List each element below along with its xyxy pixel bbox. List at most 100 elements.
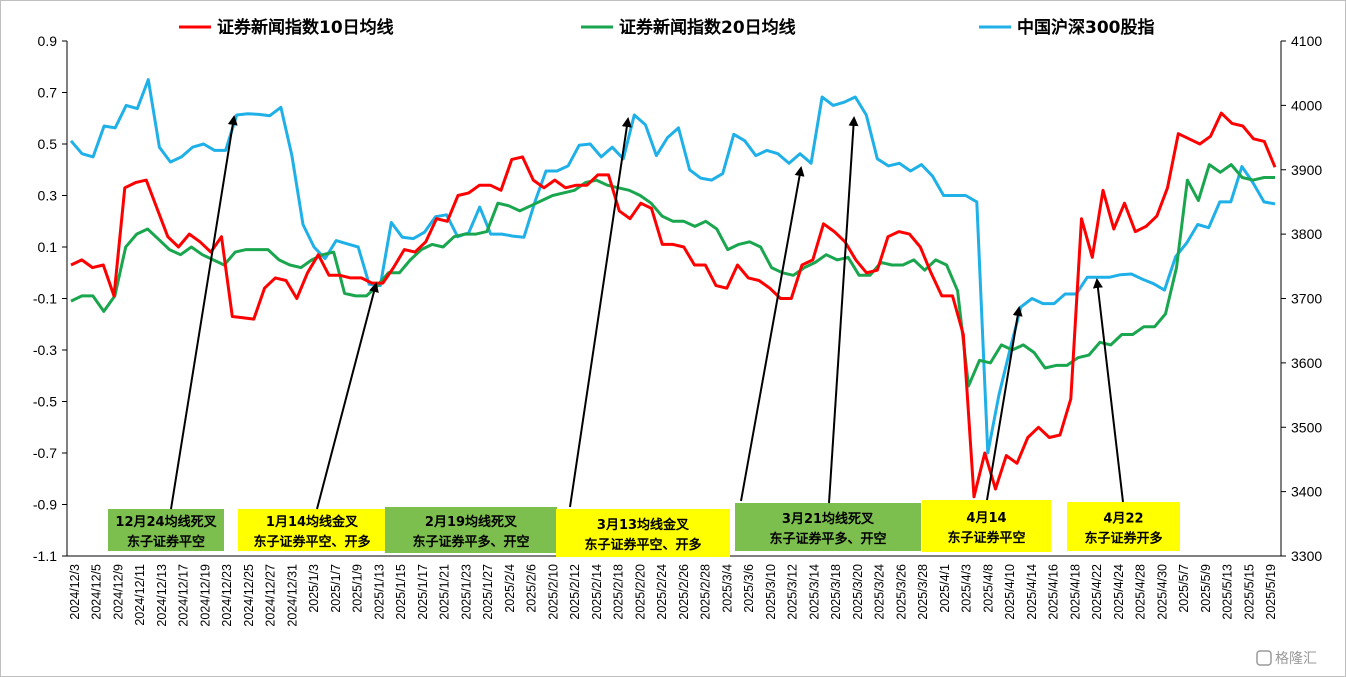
x-tick-label: 2025/1/21 — [438, 564, 452, 620]
x-tick-label: 2025/4/14 — [1025, 564, 1039, 620]
annotation-box — [922, 500, 1051, 552]
series-line-1 — [70, 163, 1275, 388]
annotation-line2: 东子证券平空、开多 — [584, 537, 701, 553]
annotation-arrow — [316, 282, 379, 510]
x-tick-label: 2025/4/30 — [1155, 564, 1169, 620]
annotation-arrow — [740, 166, 805, 502]
x-tick-label: 2025/2/18 — [612, 564, 626, 620]
y-right-tick-label: 4100 — [1291, 33, 1322, 49]
x-tick-label: 2025/4/10 — [1003, 564, 1017, 620]
legend-label-1: 证券新闻指数20日均线 — [619, 17, 796, 38]
x-tick-label: 2024/12/27 — [264, 564, 278, 627]
annotation-line2: 东子证券平空、开多 — [253, 534, 370, 550]
x-tick-label: 2025/4/16 — [1047, 564, 1061, 620]
y-left-tick-label: -0.3 — [33, 342, 57, 358]
series-layer — [69, 78, 1277, 499]
annotation-line2: 东子证券平多、开空 — [769, 531, 886, 547]
annotation-line2: 东子证券平空 — [127, 534, 205, 550]
y-left-tick-label: 0.5 — [38, 136, 58, 152]
x-tick-label: 2024/12/5 — [90, 564, 104, 620]
y-left-tick-label: 0.7 — [38, 85, 58, 101]
annotation-line2: 东子证券平多、开空 — [412, 534, 529, 550]
y-left-tick-label: 0.9 — [38, 33, 58, 49]
x-tick-label: 2025/2/28 — [699, 564, 713, 620]
x-tick-label: 2025/3/28 — [916, 564, 930, 620]
y-right-tick-label: 3900 — [1291, 162, 1322, 178]
annotation-line1: 1月14均线金叉 — [266, 514, 359, 530]
annotation-arrow — [828, 116, 859, 504]
y-right-tick-label: 3500 — [1291, 419, 1322, 435]
x-tick-label: 2024/12/31 — [285, 564, 299, 627]
y-axis-right: 4100 4000 3900 3800 3700 3600 3500 3400 3300 — [1280, 33, 1322, 564]
x-tick-label: 2025/2/26 — [677, 564, 691, 620]
y-left-tick-label: 0.1 — [38, 239, 58, 255]
x-tick-label: 2024/12/25 — [242, 564, 256, 627]
x-tick-label: 2025/4/24 — [1112, 564, 1126, 620]
x-tick-label: 2025/1/7 — [329, 564, 343, 613]
x-tick-label: 2025/3/4 — [720, 564, 734, 613]
annotation-5: 4月14 东子证券平空 — [922, 306, 1051, 552]
x-tick-label: 2025/3/26 — [894, 564, 908, 620]
annotation-line1: 3月13均线金叉 — [597, 517, 690, 533]
x-axis: 2024/12/3 2024/12/5 2024/12/9 2024/12/11 202… — [67, 555, 1281, 627]
annotation-line2: 东子证券开多 — [1084, 531, 1162, 547]
annotation-arrow — [170, 115, 238, 510]
x-tick-label: 2025/5/9 — [1199, 564, 1213, 613]
x-tick-label: 2024/12/13 — [155, 564, 169, 627]
legend-label-2: 中国沪深300股指 — [1017, 17, 1155, 38]
watermark-text: 格隆汇 — [1275, 651, 1317, 667]
x-tick-label: 2024/12/19 — [198, 564, 212, 627]
x-tick-label: 2025/1/13 — [372, 564, 386, 620]
x-tick-label: 2025/5/19 — [1264, 564, 1278, 620]
y-left-tick-label: -0.9 — [33, 497, 57, 513]
y-right-tick-label: 3800 — [1291, 226, 1322, 242]
x-tick-label: 2025/4/28 — [1134, 564, 1148, 620]
x-tick-label: 2025/3/20 — [851, 564, 865, 620]
annotation-box — [735, 503, 921, 551]
x-tick-label: 2025/3/6 — [742, 564, 756, 613]
annotation-6: 4月22 东子证券开多 — [1067, 278, 1180, 551]
x-tick-label: 2025/2/20 — [633, 564, 647, 620]
annotation-layer: 12月24均线死叉东子证券平空1月14均线金叉东子证券平空、开多2月19均线死叉… — [108, 115, 1180, 557]
x-tick-label: 2025/2/12 — [568, 564, 582, 620]
x-tick-label: 2025/1/15 — [394, 564, 408, 620]
x-tick-label: 2025/2/24 — [655, 564, 669, 620]
x-tick-label: 2025/3/14 — [807, 564, 821, 620]
x-tick-label: 2025/3/24 — [873, 564, 887, 620]
y-left-tick-label: -0.1 — [33, 291, 57, 307]
annotation-box — [556, 509, 730, 557]
x-tick-label: 2025/5/13 — [1221, 564, 1235, 620]
annotation-arrow — [569, 117, 632, 508]
x-tick-label: 2025/1/17 — [416, 564, 430, 620]
x-tick-label: 2025/3/10 — [764, 564, 778, 620]
x-tick-label: 2025/2/14 — [590, 564, 604, 620]
y-right-tick-label: 4000 — [1291, 97, 1322, 113]
x-tick-label: 2025/1/3 — [307, 564, 321, 613]
x-tick-label: 2025/1/27 — [481, 564, 495, 620]
x-tick-label: 2025/1/9 — [351, 564, 365, 613]
x-tick-label: 2024/12/9 — [111, 564, 125, 620]
annotation-line1: 12月24均线死叉 — [115, 514, 217, 530]
annotation-line2: 东子证券平空 — [947, 530, 1025, 546]
annotation-box — [385, 507, 557, 553]
y-left-tick-label: -0.5 — [33, 394, 57, 410]
annotation-line1: 2月19均线死叉 — [425, 514, 518, 530]
x-tick-label: 2025/5/15 — [1242, 564, 1256, 620]
x-tick-label: 2024/12/11 — [133, 564, 147, 626]
series-line-2 — [69, 78, 1276, 455]
y-right-tick-label: 3300 — [1291, 548, 1322, 564]
legend-label-0: 证券新闻指数10日均线 — [217, 17, 394, 38]
y-left-tick-label: -0.7 — [33, 445, 57, 461]
x-tick-label: 2025/5/7 — [1177, 564, 1191, 613]
series-line-0 — [70, 111, 1277, 499]
watermark: 格隆汇 — [1256, 650, 1317, 667]
x-tick-label: 2025/2/6 — [525, 564, 539, 613]
x-tick-label: 2025/4/18 — [1068, 564, 1082, 620]
annotation-arrow — [1092, 278, 1124, 503]
y-left-tick-label: -1.1 — [33, 548, 57, 564]
x-tick-label: 2025/4/1 — [938, 564, 952, 613]
